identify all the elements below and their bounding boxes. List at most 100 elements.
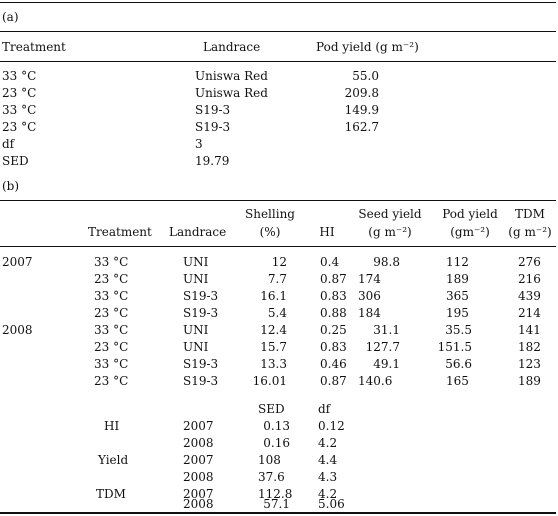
sed-value: 0.13 [250,419,290,433]
tdm-cell: 216 [518,272,541,286]
sed-df: 4.3 [318,470,337,484]
hi-cell: 0.4 [320,255,339,269]
sed-value: 108 [258,453,281,467]
treatment-cell: 23 °C [94,374,128,388]
pod-yield-cell: 189 [446,272,469,286]
panel-a-cell: S19-3 [195,120,230,134]
panel-a-sed-value: 19.79 [195,154,229,168]
pod-yield-cell: 165 [446,374,469,388]
landrace-cell: UNI [183,272,208,286]
sed-df: 5.06 [318,497,345,511]
sed-value: 57.1 [250,497,290,511]
treatment-cell: 23 °C [94,340,128,354]
panel-a-cell: S19-3 [195,103,230,117]
hi-cell: 0.46 [320,357,347,371]
df-header: df [318,402,330,416]
year-cell: 2008 [2,323,33,337]
panel-a-cell: Uniswa Red [195,69,268,83]
treatment-cell: 33 °C [94,289,128,303]
panel-a-cell: Uniswa Red [195,86,268,100]
sed-year: 2008 [183,470,214,484]
treatment-cell: 33 °C [94,255,128,269]
hi-cell: 0.83 [320,289,347,303]
sed-df: 4.2 [318,436,337,450]
top-rule [0,2,556,3]
sed-year: 2008 [183,497,214,511]
landrace-cell: S19-3 [183,357,218,371]
seed-yield-cell: 174 [358,272,381,286]
sed-df: 0.12 [318,419,345,433]
sed-variable: TDM [96,487,126,501]
sed-year: 2007 [183,453,214,467]
sed-value: 0.16 [250,436,290,450]
tdm-cell: 182 [518,340,541,354]
tdm-cell: 214 [518,306,541,320]
sed-value: 37.6 [258,470,285,484]
panel-a-cell: 23 °C [2,120,36,134]
shelling-cell: 13.3 [240,357,287,371]
shelling-cell: 15.7 [240,340,287,354]
tdm-cell: 439 [518,289,541,303]
shelling-cell: 7.7 [240,272,287,286]
panel-b-label: (b) [2,179,19,193]
seed-yield-cell: 306 [358,289,381,303]
pod-yield-cell: 112 [446,255,469,269]
rule-b-header [0,246,556,247]
sed-df: 4.4 [318,453,337,467]
seed-yield-cell: 127.7 [350,340,400,354]
shelling-cell: 16.1 [240,289,287,303]
pod-yield-cell: 56.6 [430,357,472,371]
bottom-rule [0,512,556,514]
landrace-cell: S19-3 [183,289,218,303]
hi-cell: 0.87 [320,374,347,388]
panel-a-cell: 162.7 [300,120,379,134]
panel-a-sed-label: SED [2,154,29,168]
panel-a-label: (a) [2,10,19,24]
landrace-cell: UNI [183,255,208,269]
landrace-cell: S19-3 [183,374,218,388]
tdm-cell: 123 [518,357,541,371]
landrace-cell: UNI [183,323,208,337]
panel-b-header-shelling: Shelling [240,207,300,221]
panel-a-df-value: 3 [195,137,203,151]
panel-a-cell: 209.8 [300,86,379,100]
rule-a-header [0,61,556,62]
seed-yield-cell: 49.1 [350,357,400,371]
tdm-cell: 141 [518,323,541,337]
panel-b-header-treatment: Treatment [88,225,152,239]
panel-a-header-treatment: Treatment [2,40,66,54]
treatment-cell: 23 °C [94,306,128,320]
panel-b-header-pod-yield: Pod yield [432,207,508,221]
panel-b-header-seed-yield-unit: (g m⁻²) [350,225,430,239]
hi-cell: 0.83 [320,340,347,354]
pod-yield-cell: 35.5 [430,323,472,337]
sed-year: 2008 [183,436,214,450]
panel-b-header-tdm: TDM [502,207,558,221]
pod-yield-cell: 151.5 [430,340,472,354]
pod-yield-cell: 365 [446,289,469,303]
sed-variable: HI [104,419,119,433]
panel-b-header-shelling-unit: (%) [240,225,300,239]
panel-b-header-landrace: Landrace [169,225,226,239]
panel-b-header-seed-yield: Seed yield [350,207,430,221]
panel-a-header-pod-yield: Pod yield (g m⁻²) [316,40,419,54]
year-cell: 2007 [2,255,33,269]
panel-a-df-label: df [2,137,14,151]
panel-b-header-pod-yield-unit: (gm⁻²) [432,225,508,239]
panel-a-cell: 149.9 [300,103,379,117]
seed-yield-cell: 98.8 [350,255,400,269]
panel-a-cell: 55.0 [300,69,379,83]
treatment-cell: 33 °C [94,357,128,371]
tdm-cell: 276 [518,255,541,269]
hi-cell: 0.25 [320,323,347,337]
tdm-cell: 189 [518,374,541,388]
panel-a-cell: 33 °C [2,69,36,83]
landrace-cell: S19-3 [183,306,218,320]
landrace-cell: UNI [183,340,208,354]
shelling-cell: 5.4 [240,306,287,320]
seed-yield-cell: 31.1 [350,323,400,337]
rule-a-label [0,31,556,32]
treatment-cell: 33 °C [94,323,128,337]
sed-year: 2007 [183,419,214,433]
shelling-cell: 12.4 [240,323,287,337]
